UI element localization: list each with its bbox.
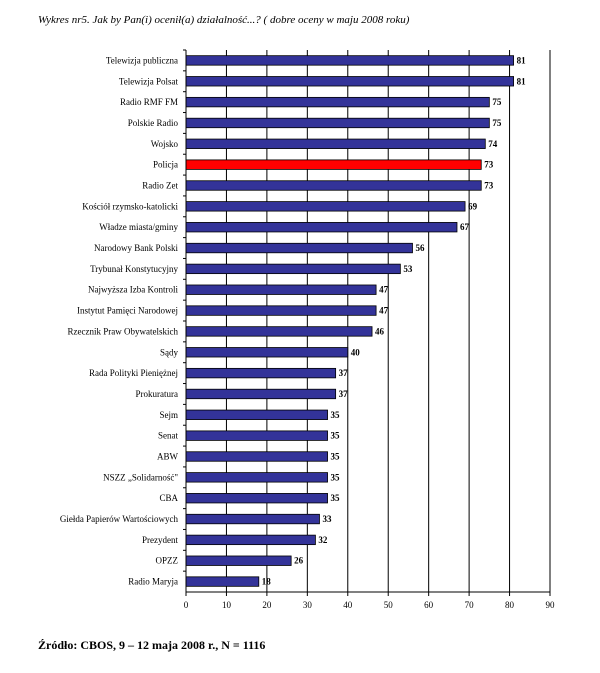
- value-label: 73: [484, 160, 494, 170]
- x-tick-label: 30: [303, 600, 313, 610]
- bar: [185, 555, 292, 566]
- bar: [185, 222, 458, 233]
- bar: [185, 96, 490, 108]
- bar: [185, 159, 482, 170]
- bar: [185, 513, 320, 525]
- value-label: 33: [322, 514, 332, 524]
- category-label: Radio RMF FM: [120, 97, 178, 107]
- bar: [185, 305, 377, 316]
- category-label: Policja: [153, 160, 178, 170]
- bar: [185, 180, 482, 191]
- bar: [185, 138, 486, 149]
- bar: [185, 284, 377, 295]
- bar: [185, 451, 328, 462]
- value-label: 81: [517, 55, 527, 65]
- bar: [185, 367, 337, 379]
- x-tick-label: 60: [424, 600, 434, 610]
- value-label: 35: [331, 410, 341, 420]
- value-label: 47: [379, 285, 389, 295]
- category-label: Narodowy Bank Polski: [94, 243, 178, 253]
- category-label: Wojsko: [151, 139, 179, 149]
- value-label: 26: [294, 556, 304, 566]
- category-label: ABW: [157, 452, 179, 462]
- category-label: Prezydent: [142, 535, 178, 545]
- value-label: 35: [331, 493, 341, 503]
- category-label: OPZZ: [156, 556, 179, 566]
- x-tick-label: 20: [262, 600, 272, 610]
- value-label: 67: [460, 222, 470, 232]
- value-label: 81: [517, 76, 527, 86]
- value-label: 37: [339, 389, 349, 399]
- bar: [185, 388, 337, 400]
- x-tick-label: 50: [384, 600, 394, 610]
- category-label: Telewizja publiczna: [106, 55, 178, 65]
- x-tick-label: 10: [222, 600, 232, 610]
- category-label: Trybunał Konstytucyjny: [90, 264, 178, 274]
- value-label: 35: [331, 431, 341, 441]
- category-label: Władze miasta/gminy: [99, 222, 178, 232]
- x-tick-label: 40: [343, 600, 353, 610]
- category-label: Polskie Radio: [128, 118, 179, 128]
- category-label: Radio Maryja: [128, 577, 178, 587]
- bar: [185, 409, 328, 420]
- x-tick-label: 90: [546, 600, 556, 610]
- value-label: 37: [339, 368, 349, 378]
- category-label: Sejm: [159, 410, 178, 420]
- value-label: 35: [331, 472, 341, 482]
- bar: [185, 326, 373, 337]
- category-label: Instytut Pamięci Narodowej: [77, 306, 178, 316]
- category-label: Rada Polityki Pieniężnej: [89, 368, 178, 378]
- bar: [185, 76, 515, 87]
- value-label: 75: [492, 118, 502, 128]
- bar: [185, 117, 490, 129]
- bar: [185, 493, 328, 504]
- category-label: Giełda Papierów Wartościowych: [60, 514, 179, 524]
- source-note: Źródło: CBOS, 9 – 12 maja 2008 r., N = 1…: [38, 638, 266, 652]
- bar: [185, 347, 349, 358]
- x-tick-label: 70: [465, 600, 475, 610]
- x-tick-label: 0: [184, 600, 189, 610]
- value-label: 32: [318, 535, 328, 545]
- category-label: Radio Zet: [142, 181, 178, 191]
- value-label: 40: [351, 347, 361, 357]
- bar: [185, 242, 413, 254]
- value-label: 75: [492, 97, 502, 107]
- category-label: Rzecznik Praw Obywatelskich: [68, 326, 179, 336]
- bar: [185, 55, 515, 66]
- bar: [185, 201, 466, 212]
- value-label: 18: [262, 577, 272, 587]
- value-label: 69: [468, 201, 478, 211]
- value-label: 35: [331, 452, 341, 462]
- chart-title: Wykres nr5. Jak by Pan(i) ocenił(a) dzia…: [38, 14, 410, 26]
- value-label: 47: [379, 306, 389, 316]
- category-label: Najwyższa Izba Kontroli: [88, 285, 178, 295]
- bar: [185, 263, 401, 275]
- category-label: NSZZ „Solidarność": [103, 472, 178, 482]
- category-label: Sądy: [160, 347, 179, 357]
- category-label: Senat: [158, 431, 178, 441]
- value-label: 73: [484, 181, 494, 191]
- x-tick-label: 80: [505, 600, 515, 610]
- category-label: Kościół rzymsko-katolicki: [82, 201, 178, 211]
- bar: [185, 430, 328, 441]
- bar: [185, 534, 316, 546]
- value-label: 46: [375, 326, 385, 336]
- category-label: CBA: [159, 493, 178, 503]
- value-label: 53: [403, 264, 413, 274]
- bar: [185, 576, 260, 587]
- category-label: Telewizja Polsat: [119, 76, 179, 86]
- value-label: 74: [488, 139, 498, 149]
- value-label: 56: [415, 243, 425, 253]
- category-label: Prokuratura: [136, 389, 179, 399]
- bar: [185, 472, 328, 483]
